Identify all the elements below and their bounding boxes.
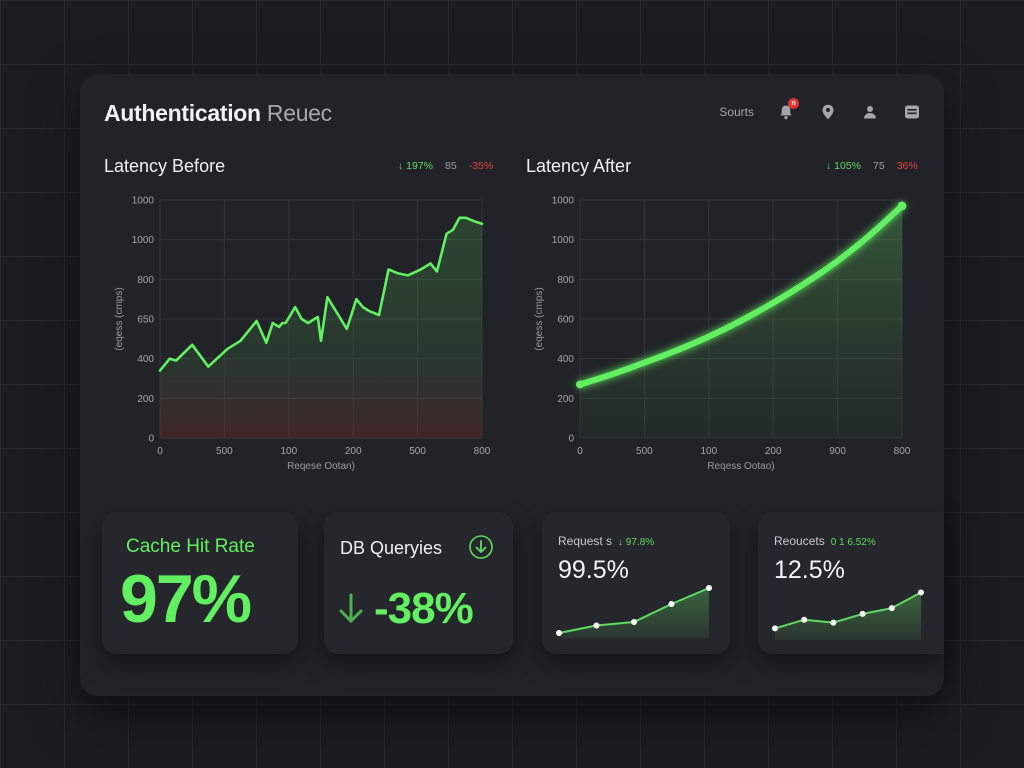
y-tick-label: 400 <box>557 354 574 365</box>
cache-hit-rate-label: Cache Hit Rate <box>126 536 255 557</box>
location-pin-icon <box>822 104 834 120</box>
requests-1-label-row: Request s ↓ 97.8% <box>558 534 654 548</box>
x-tick-label: 0 <box>577 446 583 457</box>
after-stat-up: ↓ 105% <box>826 160 862 172</box>
latency-after-title: Latency After <box>526 156 632 176</box>
x-axis-title: Reqess Ootao) <box>707 461 774 472</box>
arrow-down-icon <box>339 593 363 624</box>
series-line <box>577 202 905 388</box>
spark-point <box>631 619 637 625</box>
y-tick-label: 0 <box>568 434 574 445</box>
latency-before-title: Latency Before <box>104 156 226 176</box>
before-stat-down: -35% <box>468 160 494 172</box>
after-stat-mid: 75 <box>873 160 885 172</box>
series-end-point <box>897 201 907 211</box>
notifications-button[interactable]: n <box>776 98 799 122</box>
spark-point <box>593 622 600 629</box>
y-tick-label: 600 <box>557 315 574 326</box>
title-suffix: Reuec <box>266 100 332 126</box>
requests-1-label: Request s <box>558 534 613 548</box>
before-stat-up: ↓ 197% <box>398 160 434 172</box>
spark-point <box>830 619 837 626</box>
cache-hit-rate-value: 97% <box>120 561 252 637</box>
latency-before-stats: ↓ 197% 85 -35% <box>398 160 493 172</box>
x-axis-title: Reqese Ootan) <box>287 461 355 472</box>
user-button[interactable] <box>860 102 880 122</box>
y-tick-label: 800 <box>557 275 574 286</box>
spark-point <box>772 625 778 632</box>
before-stat-mid: 85 <box>445 160 457 172</box>
requests-1-value: 99.5% <box>558 556 629 584</box>
spark-point <box>859 610 866 617</box>
db-queries-card: DB Queryies -38% <box>324 512 513 654</box>
spark-point <box>801 616 808 623</box>
db-queries-label: DB Queryies <box>340 538 443 558</box>
requests-2-label: Reoucets <box>774 534 825 548</box>
x-tick-label: 0 <box>157 446 163 457</box>
x-tick-label: 500 <box>216 446 233 457</box>
x-tick-label: 800 <box>894 446 911 457</box>
cache-hit-rate-card: Cache Hit Rate 97% <box>102 512 298 654</box>
latency-before-chart: 0 200 400 650 800 1000 1000 0 500 100 200 500 800 (eq… <box>114 196 491 473</box>
layout-button[interactable] <box>902 102 922 122</box>
location-button[interactable] <box>818 102 838 122</box>
x-tick-label: 500 <box>636 446 653 457</box>
y-tick-label: 650 <box>137 315 154 326</box>
series-line <box>158 216 484 372</box>
after-stat-down: 36% <box>896 160 918 172</box>
requests-card-1: Request s ↓ 97.8% 99.5% <box>542 512 730 654</box>
latency-after-stats: ↓ 105% 75 36% <box>826 160 918 172</box>
series-start-point <box>576 380 584 389</box>
requests-2-value: 12.5% <box>774 556 845 584</box>
arrow-down-circle-icon <box>469 535 493 559</box>
spark-point <box>556 630 562 636</box>
y-tick-label: 1000 <box>552 235 575 246</box>
requests-1-sparkline <box>556 585 712 638</box>
sources-link[interactable]: Sourts <box>719 105 754 119</box>
y-tick-label: 0 <box>148 434 154 445</box>
x-tick-label: 500 <box>409 446 426 457</box>
spark-point <box>668 601 675 607</box>
x-tick-label: 900 <box>829 446 846 457</box>
x-tick-label: 100 <box>280 446 297 457</box>
spark-point <box>706 585 712 591</box>
x-tick-label: 800 <box>474 446 491 457</box>
requests-card-2: Reoucets 0 1 6.52% 12.5% <box>758 512 944 654</box>
y-tick-label: 1000 <box>132 235 155 246</box>
x-tick-label: 200 <box>345 446 362 457</box>
y-axis-title: (eqess (cmps) <box>534 287 545 350</box>
user-icon <box>864 106 876 119</box>
spark-point <box>888 605 895 612</box>
requests-1-change: ↓ 97.8% <box>618 537 655 548</box>
dashboard-panel: Authentication Reuec Sourts n <box>80 74 944 696</box>
spark-line <box>774 591 922 630</box>
page-title: Authentication Reuec <box>104 100 332 127</box>
y-tick-label: 200 <box>557 394 574 405</box>
latency-after-chart: 0 200 400 600 800 1000 1000 0 500 100 200 900 800 (eq… <box>534 196 911 473</box>
y-tick-label: 800 <box>137 275 154 286</box>
toolbar: Sourts n <box>719 98 922 122</box>
y-tick-label: 400 <box>137 354 154 365</box>
series-area <box>160 217 482 438</box>
requests-2-sparkline <box>772 589 924 640</box>
layout-icon <box>905 105 919 119</box>
x-tick-label: 100 <box>700 446 717 457</box>
y-tick-label: 200 <box>137 394 154 405</box>
x-tick-label: 200 <box>765 446 782 457</box>
title-main: Authentication <box>104 100 261 126</box>
y-axis-title: (eqess (cmps) <box>114 287 125 350</box>
db-queries-value: -38% <box>374 584 474 633</box>
spark-area <box>775 592 921 640</box>
bell-icon <box>780 105 792 120</box>
y-tick-label: 1000 <box>132 196 155 207</box>
spark-area <box>559 588 709 638</box>
spark-point <box>918 589 924 596</box>
y-tick-label: 1000 <box>552 196 575 207</box>
notification-badge: n <box>788 98 799 109</box>
requests-2-label-row: Reoucets 0 1 6.52% <box>774 534 876 548</box>
requests-2-change: 0 1 6.52% <box>830 537 876 548</box>
